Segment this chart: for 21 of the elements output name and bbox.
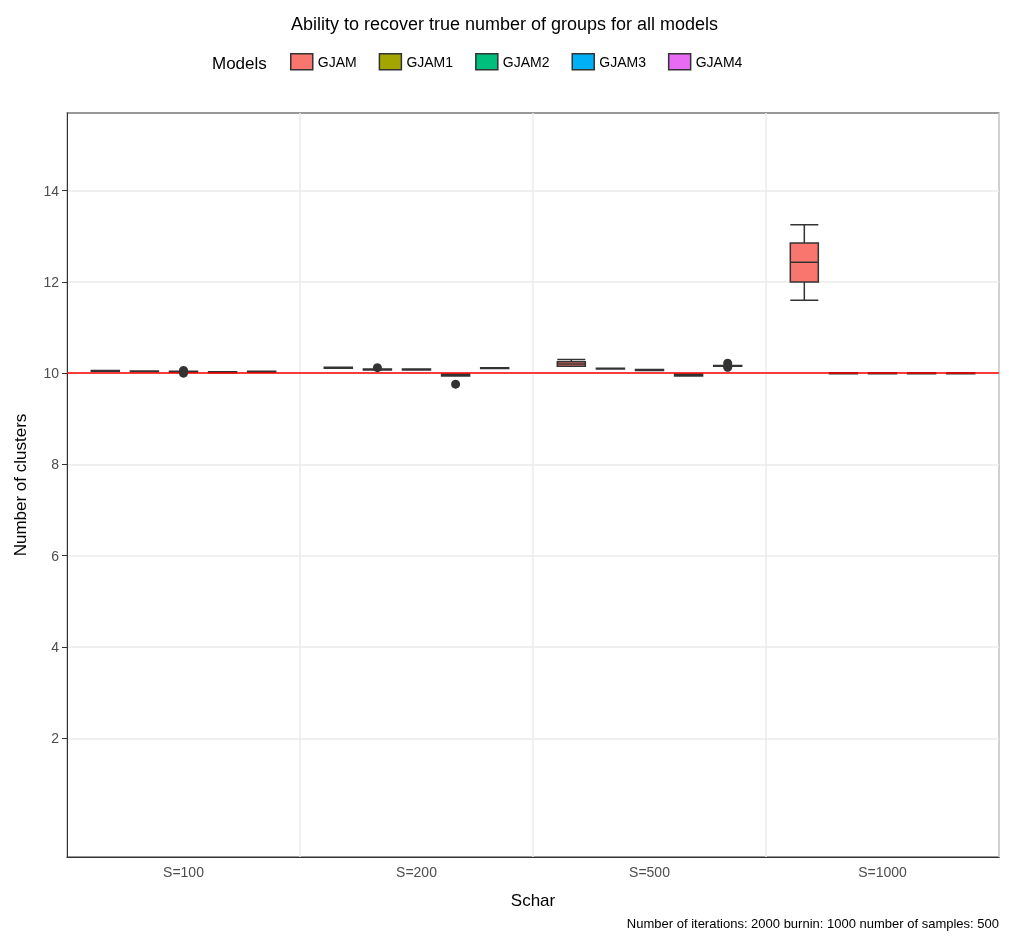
legend-title: Models (212, 54, 267, 73)
y-tick-label: 12 (43, 273, 60, 290)
legend-label: GJAM2 (502, 53, 550, 70)
x-axis-title: Schar (510, 891, 556, 910)
legend-label: GJAM4 (695, 53, 743, 70)
legend-label: GJAM (317, 53, 357, 70)
y-tick-label: 6 (51, 547, 60, 564)
y-tick-label: 14 (43, 182, 60, 199)
x-tick-label: S=500 (629, 864, 671, 880)
x-tick-label: S=100 (163, 864, 205, 880)
y-tick-label: 8 (51, 456, 60, 473)
text: Number of iterations: 2000 burnin: 1000 number of samples: 500 (626, 916, 1000, 931)
chart-title: Ability to recover true number of groups for all models (290, 14, 719, 34)
x-tick-label: S=1000 (858, 864, 908, 880)
y-tick-label: 2 (51, 730, 60, 747)
y-axis-title: Number of clusters (11, 413, 30, 557)
x-tick-label: S=200 (396, 864, 438, 880)
legend-label: GJAM1 (406, 53, 454, 70)
y-tick-label: 10 (43, 365, 60, 382)
y-tick-label: 4 (51, 639, 60, 656)
legend-label: GJAM3 (599, 53, 647, 70)
